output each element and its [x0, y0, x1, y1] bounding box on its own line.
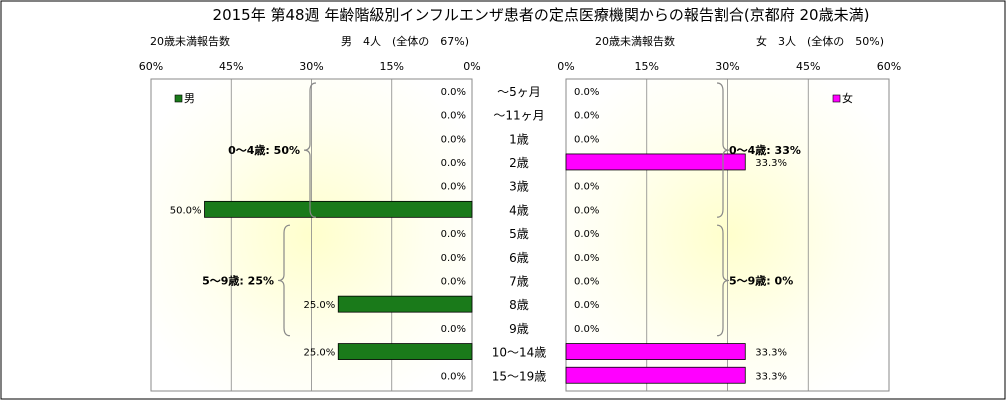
female-value-label: 33.3%: [755, 348, 787, 359]
category-label: 3歳: [509, 180, 529, 194]
male-value-label: 0.0%: [441, 111, 466, 122]
category-label: 5歳: [509, 227, 529, 241]
male-value-label: 25.0%: [303, 300, 335, 311]
female-bar: [565, 343, 746, 360]
female-value-label: 0.0%: [574, 253, 599, 264]
x-tick-label: 15%: [380, 60, 404, 73]
axis-ticks: 60% 45% 30% 15% 0% 0% 15% 30% 45% 60%: [139, 60, 901, 73]
male-bar: [337, 295, 473, 313]
category-labels: ～5ヶ月 ～11ヶ月 1歳 2歳 3歳 4歳 5歳 6歳 7歳 8歳 9歳 10～14歳 15～19歳: [492, 85, 547, 383]
female-group-bracket: [716, 224, 730, 337]
legend-female: 女: [832, 91, 853, 105]
category-label: 6歳: [509, 251, 529, 265]
male-value-label: 0.0%: [441, 324, 466, 335]
age-group-brackets: 0～4歳: 50% 5～9歳: 25% 0～4歳: 33% 5～9歳: 0%: [202, 82, 801, 337]
x-tick-label: 60%: [139, 60, 163, 73]
x-tick-label: 0%: [557, 60, 574, 73]
female-bar: [565, 153, 746, 171]
category-label: 15～19歳: [492, 369, 547, 383]
category-label: ～11ヶ月: [493, 109, 544, 123]
female-value-label: 0.0%: [574, 229, 599, 240]
x-tick-label: 30%: [715, 60, 739, 73]
male-value-label: 0.0%: [441, 134, 466, 145]
male-value-label: 0.0%: [441, 371, 466, 382]
female-value-label: 0.0%: [574, 276, 599, 287]
category-label: 2歳: [509, 156, 529, 170]
female-bar: [565, 366, 746, 384]
male-bar: [337, 343, 473, 360]
category-label: 1歳: [509, 132, 529, 146]
male-bar: [204, 200, 473, 218]
right-header-female: 女 3人 (全体の 50%): [756, 34, 884, 48]
left-header-count: 20歳未満報告数: [150, 35, 230, 48]
x-tick-label: 45%: [796, 60, 820, 73]
female-value-label: 33.3%: [755, 371, 787, 382]
bars: [204, 153, 746, 384]
female-value-label: 0.0%: [574, 134, 599, 145]
category-label: 10～14歳: [492, 346, 547, 360]
left-header-male: 男 4人 (全体の 67%): [341, 34, 469, 48]
x-tick-label: 0%: [463, 60, 480, 73]
female-group-bracket: [716, 82, 730, 218]
female-value-label: 33.3%: [755, 158, 787, 169]
male-group-label: 5～9歳: 25%: [202, 273, 274, 287]
female-value-label: 0.0%: [574, 324, 599, 335]
x-tick-label: 30%: [299, 60, 323, 73]
male-value-label: 50.0%: [170, 205, 202, 216]
female-value-label: 0.0%: [574, 300, 599, 311]
category-label: ～5ヶ月: [497, 85, 541, 99]
male-group-bracket: [277, 224, 291, 337]
male-value-label: 0.0%: [441, 253, 466, 264]
male-group-bracket: [303, 82, 317, 218]
female-value-label: 0.0%: [574, 182, 599, 193]
value-labels: 0.0% 0.0% 0.0% 0.0% 0.0% 50.0% 0.0% 0.0% 0.0% 25.…: [170, 87, 787, 382]
male-group-label: 0～4歳: 50%: [228, 143, 300, 157]
male-value-label: 0.0%: [441, 229, 466, 240]
male-value-label: 0.0%: [441, 87, 466, 98]
male-value-label: 0.0%: [441, 158, 466, 169]
legend-male: 男: [174, 92, 195, 105]
female-value-label: 0.0%: [574, 111, 599, 122]
gridlines: [230, 79, 809, 391]
male-value-label: 0.0%: [441, 182, 466, 193]
female-value-label: 0.0%: [574, 87, 599, 98]
legend-male-swatch: [174, 94, 183, 103]
category-label: 9歳: [509, 322, 529, 336]
female-group-label: 5～9歳: 0%: [729, 273, 793, 287]
category-label: 8歳: [509, 298, 529, 312]
legend-female-swatch: [832, 94, 841, 103]
x-tick-label: 60%: [877, 60, 901, 73]
category-label: 7歳: [509, 274, 529, 288]
x-tick-label: 45%: [219, 60, 243, 73]
male-value-label: 0.0%: [441, 276, 466, 287]
category-label: 4歳: [509, 203, 529, 217]
x-tick-label: 15%: [635, 60, 659, 73]
female-group-label: 0～4歳: 33%: [729, 143, 801, 157]
chart-title: 2015年 第48週 年齢階級別インフルエンザ患者の定点医療機関からの報告割合(…: [213, 6, 870, 24]
female-value-label: 0.0%: [574, 205, 599, 216]
legend-female-label: 女: [842, 91, 853, 105]
right-header-count: 20歳未満報告数: [595, 35, 675, 48]
legend-male-label: 男: [184, 92, 195, 105]
male-value-label: 25.0%: [303, 348, 335, 359]
